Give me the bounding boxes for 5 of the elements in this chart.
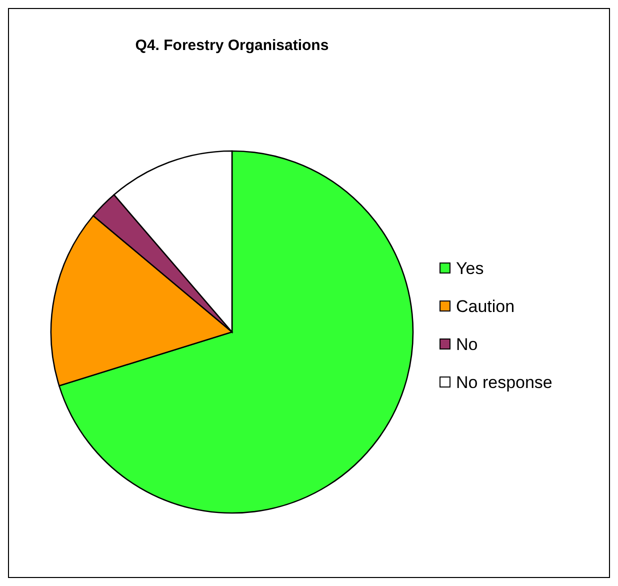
legend-label: No response xyxy=(456,373,552,392)
legend-label: Caution xyxy=(456,297,515,316)
legend-label: No xyxy=(456,335,478,354)
chart-title: Q4. Forestry Organisations xyxy=(135,37,329,54)
legend-label: Yes xyxy=(456,259,484,278)
